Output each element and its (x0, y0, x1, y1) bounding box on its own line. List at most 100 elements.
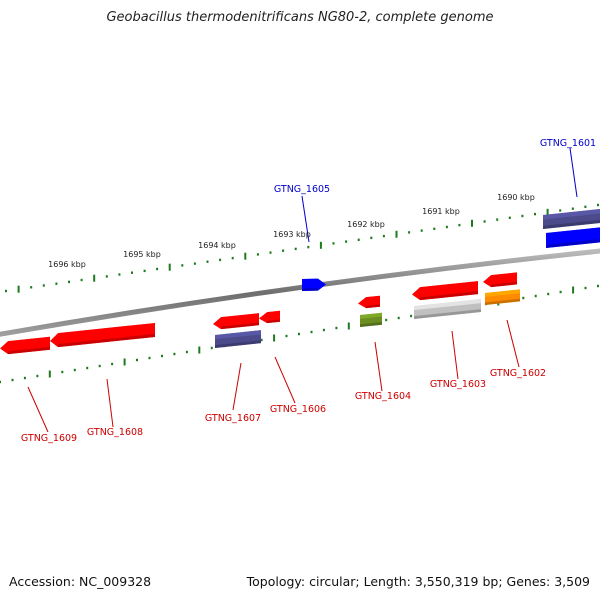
scale-tick (48, 370, 51, 378)
gene-red-1607-top-shadow (221, 322, 259, 330)
scale-tick (0, 380, 1, 384)
gene-gtng-1601[interactable] (546, 227, 600, 248)
gene-labels: GTNG_1601 GTNG_1605 GTNG_1602 GTNG_1603 GTNG… (21, 138, 596, 444)
scale-tick (546, 208, 549, 216)
scale-tick (80, 278, 83, 282)
gene-red-1603-top[interactable] (412, 281, 478, 301)
scale-tick (131, 271, 133, 274)
scale-tick (256, 253, 259, 256)
scale-tick (496, 218, 499, 221)
scale-tick (298, 332, 300, 336)
leader-line (374, 341, 383, 392)
scale-tick (98, 364, 101, 368)
gene-gtng-1602-highlight (485, 289, 520, 297)
gene-red-right-shadow (491, 281, 517, 288)
scale-tick (123, 358, 126, 366)
scale-tick (42, 284, 45, 287)
gene-gtng-1608-shadow (58, 333, 155, 348)
scale-tick (508, 216, 511, 219)
scale-tick (370, 236, 373, 240)
scale-tick (93, 274, 96, 282)
gene-label-gtng-1603[interactable]: GTNG_1603 (430, 379, 486, 390)
gene-red-right[interactable] (483, 272, 517, 288)
scale-tick (68, 280, 70, 284)
scale-tick (55, 282, 58, 285)
scale-tick (571, 207, 574, 210)
scale-tick (73, 368, 76, 372)
gene-box-navy-shadow (543, 219, 600, 229)
gene-gtng-1604-shadow (360, 322, 382, 327)
gene-gtng-1605[interactable] (302, 278, 326, 291)
gene-label-gtng-1609[interactable]: GTNG_1609 (21, 433, 77, 444)
gene-gtng-1605-highlight (302, 278, 318, 283)
gene-gtng-1602[interactable] (485, 289, 520, 305)
gene-gtng-1601-highlight (546, 227, 600, 238)
gene-gtng-1603[interactable] (414, 298, 481, 319)
gene-label-gtng-1601[interactable]: GTNG_1601 (540, 138, 596, 149)
scale-tick (397, 316, 400, 320)
gene-label-gtng-1604[interactable]: GTNG_1604 (355, 391, 411, 402)
gene-label-gtng-1605[interactable]: GTNG_1605 (274, 184, 330, 195)
gene-box-navy[interactable] (543, 208, 600, 229)
gene-label-gtng-1608[interactable]: GTNG_1608 (87, 427, 143, 438)
map-title: Geobacillus thermodenitrificans NG80-2, … (106, 10, 494, 25)
gene-gtng-1602-shadow (485, 298, 520, 305)
scale-tick (410, 314, 413, 318)
gene-red-1607-top[interactable] (213, 313, 259, 330)
leader-line (569, 147, 578, 198)
scale-label: 1692 kbp (347, 220, 385, 229)
gene-box-navy-highlight (543, 209, 600, 220)
scale-tick (483, 220, 486, 223)
scale-tick (273, 334, 276, 342)
gene-gtng-1609[interactable] (0, 336, 50, 355)
scale-tick (285, 334, 288, 338)
scale-tick (310, 330, 313, 334)
gene-label-gtng-1607[interactable]: GTNG_1607 (205, 413, 261, 424)
scale-tick (572, 286, 575, 294)
scale-tick (559, 290, 562, 294)
leader-line (301, 195, 310, 243)
scale-tick (335, 326, 338, 330)
scale-tick (206, 260, 209, 263)
scale-tick (521, 214, 524, 218)
gene-gtng-1606[interactable] (259, 310, 280, 324)
gene-red-1604-top[interactable] (358, 295, 380, 309)
scale-tick (161, 354, 163, 358)
scale-label: 1694 kbp (198, 241, 236, 250)
scale-tick (219, 258, 222, 262)
scale-tick (244, 252, 247, 260)
scale-tick (547, 292, 550, 296)
gene-gtng-1604[interactable] (360, 312, 382, 327)
scale-tick (597, 284, 599, 288)
gene-label-gtng-1602[interactable]: GTNG_1602 (490, 368, 546, 379)
scale-tick (118, 273, 121, 276)
gene-gtng-1606-shadow (267, 319, 280, 324)
scale-tick (584, 286, 587, 290)
scale-tick (534, 212, 536, 216)
scale-tick (11, 378, 14, 382)
scale-tick (231, 256, 234, 260)
scale-label: 1690 kbp (497, 193, 535, 202)
gene-label-gtng-1606[interactable]: GTNG_1606 (270, 404, 326, 415)
scale-tick (408, 231, 411, 234)
gene-gtng-1607[interactable] (215, 330, 261, 348)
scale-tick (385, 318, 388, 322)
gene-gtng-1607-highlight (215, 330, 261, 340)
scale-tick (357, 238, 360, 241)
scale-tick (168, 263, 171, 271)
gene-gtng-1605-shadow (302, 288, 318, 291)
scale-tick (36, 374, 39, 378)
scale-tick (332, 242, 335, 245)
gene-gtng-1601-shadow (546, 239, 600, 248)
scale-tick (23, 376, 26, 380)
scale-tick (193, 262, 196, 265)
gene-red-1604-top-highlight (366, 295, 380, 301)
scale-tick (458, 223, 461, 227)
scale-tick (148, 356, 151, 360)
gene-red-right-highlight (491, 272, 517, 279)
gene-gtng-1608[interactable] (50, 322, 155, 348)
scale-tick (420, 229, 423, 232)
scale-label: 1695 kbp (123, 250, 161, 259)
gene-red-1604-top-shadow (366, 304, 380, 309)
